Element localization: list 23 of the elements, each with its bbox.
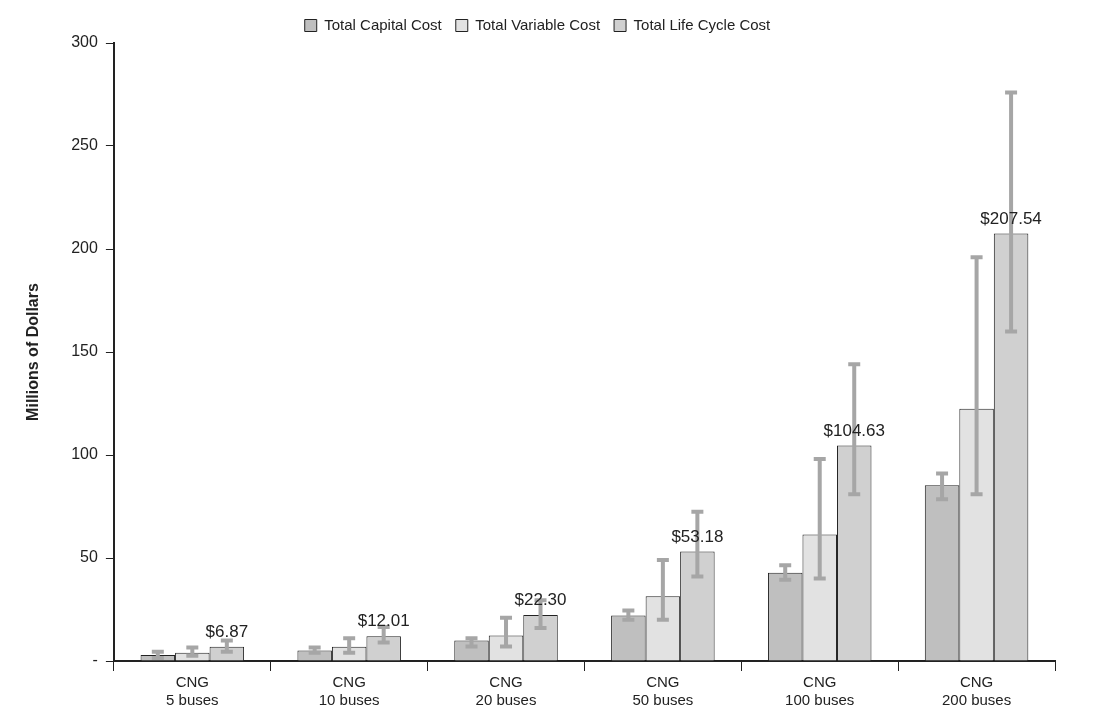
y-axis-title: Millions of Dollars xyxy=(24,283,42,421)
data-label: $104.63 xyxy=(823,420,885,440)
x-tick-label: CNG 50 buses xyxy=(632,673,694,709)
legend-label: Total Variable Cost xyxy=(475,15,601,33)
data-label: $6.87 xyxy=(205,622,249,642)
legend-label: Total Capital Cost xyxy=(324,15,443,33)
data-label: $53.18 xyxy=(671,526,724,546)
data-label: $12.01 xyxy=(357,611,410,631)
data-label: $22.30 xyxy=(514,590,567,610)
x-tick-label: CNG 100 buses xyxy=(785,673,855,709)
x-tick-label: CNG 5 buses xyxy=(166,673,219,709)
y-tick-label: 300 xyxy=(71,33,98,51)
x-tick-label: CNG 20 buses xyxy=(475,673,537,709)
y-tick-label: 200 xyxy=(71,239,98,257)
y-tick-label: 150 xyxy=(71,342,98,360)
legend-label: Total Life Cycle Cost xyxy=(633,15,772,33)
y-tick-label: 50 xyxy=(80,548,98,566)
y-tick-label: - xyxy=(92,651,98,669)
y-tick-label: 250 xyxy=(71,136,98,154)
x-tick-label: CNG 200 buses xyxy=(941,673,1012,709)
data-label: $207.54 xyxy=(980,208,1042,228)
y-tick-label: 100 xyxy=(71,445,98,463)
x-tick-label: CNG 10 buses xyxy=(318,673,380,709)
